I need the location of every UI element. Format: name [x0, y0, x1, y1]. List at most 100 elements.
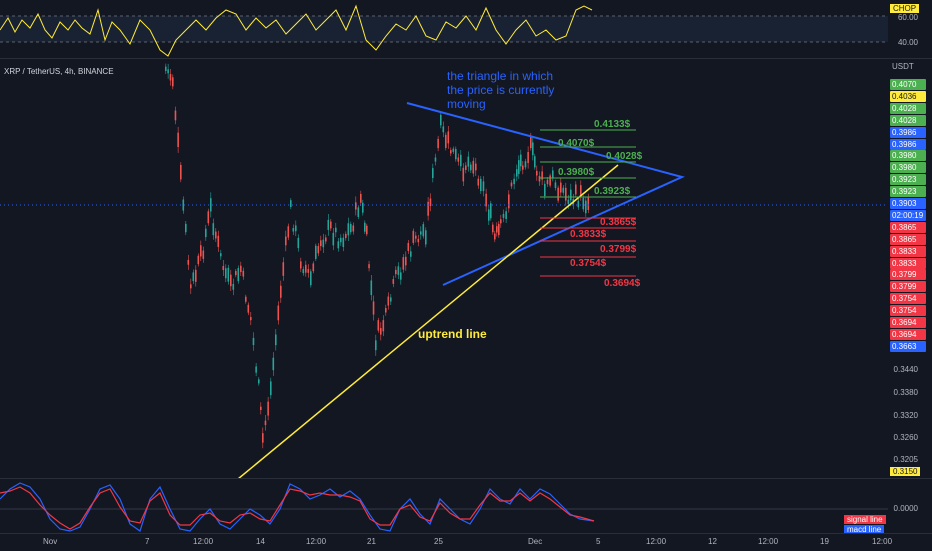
- candle-body: [532, 142, 534, 156]
- candle-body: [364, 222, 366, 232]
- candle-body: [580, 185, 582, 196]
- candle-body: [425, 230, 427, 245]
- candle-body: [538, 175, 541, 182]
- candle-body: [437, 138, 439, 149]
- candle-body: [169, 74, 172, 81]
- price-tag: 0.3833: [890, 257, 926, 269]
- oscillator-axis[interactable]: 0.0000 signal line macd line: [844, 478, 932, 534]
- candle-body: [457, 157, 460, 162]
- x-tick-6: 21: [367, 537, 376, 546]
- x-tick-7: 25: [434, 537, 443, 546]
- chop-badge: CHOP: [890, 4, 920, 13]
- x-tick-2: 7: [145, 537, 150, 546]
- triangle-pattern: [406, 102, 685, 286]
- candle-body: [415, 235, 417, 239]
- candle-body: [225, 268, 227, 279]
- price-tag: 0.4028: [890, 102, 926, 114]
- candle-body: [462, 167, 465, 182]
- candle-body: [372, 301, 375, 315]
- candle-body: [402, 257, 405, 270]
- x-tick-14: 12:00: [872, 537, 893, 546]
- candle-body: [400, 272, 402, 280]
- x-tick-4: 14: [256, 537, 265, 546]
- candle-body: [187, 259, 190, 265]
- candle-body: [524, 161, 527, 168]
- candle-body: [307, 269, 310, 273]
- candle-body: [205, 228, 207, 238]
- candle-body: [185, 223, 187, 233]
- candle-body: [217, 235, 220, 247]
- price-tag: 0.3865: [890, 233, 926, 245]
- candle-body: [480, 178, 482, 191]
- price-tag: 0.3663: [890, 340, 926, 352]
- candle-body: [380, 328, 382, 335]
- price-tag: 0.3986: [890, 126, 926, 138]
- candle-body: [250, 317, 252, 321]
- price-pane[interactable]: XRP / TetherUS, 4h, BINANCE: [0, 58, 888, 480]
- chop-axis[interactable]: CHOP 60.00 40.00: [888, 0, 932, 58]
- annotation-line-3: moving: [447, 97, 486, 111]
- candle-body: [382, 320, 385, 332]
- candle-body: [470, 164, 472, 171]
- price-tag: 0.3923: [890, 186, 926, 198]
- candle-body: [516, 169, 518, 177]
- price-tag: 0.3694: [890, 317, 926, 328]
- chop-pane[interactable]: [0, 0, 888, 58]
- candle-body: [282, 262, 285, 276]
- price-tag: 0.3903: [890, 198, 926, 209]
- candle-body: [272, 357, 275, 371]
- price-tag: 0.3694: [890, 328, 926, 340]
- candle-body: [485, 193, 487, 207]
- candle-body: [340, 237, 342, 243]
- price-axis[interactable]: USDT 0.4070 0.4036 0.4028 0.4028 0.3986 0.398…: [888, 58, 932, 479]
- candle-body: [362, 202, 364, 213]
- candle-body: [544, 183, 546, 197]
- candle-body: [567, 199, 570, 204]
- candle-body: [195, 269, 197, 282]
- uptrend-line: [237, 164, 619, 480]
- x-tick-5: 12:00: [306, 537, 327, 546]
- candle-body: [546, 179, 549, 185]
- time-axis[interactable]: Nov 7 12:00 14 12:00 21 25 Dec 5 12:00 1…: [0, 533, 932, 551]
- chop-plot: [0, 4, 888, 57]
- candlestick-series: [165, 63, 590, 449]
- chop-level-60: 60.00: [897, 13, 918, 22]
- candle-body: [577, 200, 580, 208]
- candle-body: [280, 285, 282, 298]
- candle-body: [570, 189, 572, 201]
- candle-body: [385, 308, 387, 313]
- oscillator-pane[interactable]: [0, 478, 888, 534]
- candle-body: [505, 211, 507, 220]
- signal-line-legend: signal line: [844, 515, 886, 524]
- candle-body: [345, 233, 347, 239]
- x-tick-3: 12:00: [193, 537, 214, 546]
- candle-body: [387, 296, 390, 306]
- candle-body: [552, 170, 554, 178]
- candle-body: [554, 182, 557, 188]
- candle-body: [330, 221, 332, 229]
- candle-body: [260, 406, 262, 411]
- candle-body: [182, 199, 185, 211]
- candle-body: [370, 280, 373, 296]
- candle-body: [197, 255, 200, 265]
- candle-body: [562, 187, 565, 193]
- level-label-green-2: 0.4070$: [558, 138, 595, 149]
- candle-body: [575, 184, 577, 195]
- candle-body: [342, 237, 345, 248]
- candle-body: [255, 366, 257, 373]
- price-tag: 0.3799: [890, 269, 926, 281]
- candle-body: [536, 170, 538, 176]
- oscillator-plot: [0, 482, 888, 532]
- candle-body: [355, 202, 357, 210]
- candle-body: [520, 154, 522, 167]
- red-level-lines: [540, 217, 636, 277]
- candle-body: [475, 163, 477, 171]
- level-label-red-1: 0.3865$: [600, 217, 637, 228]
- candle-body: [337, 241, 340, 249]
- candle-body: [502, 213, 505, 218]
- candle-body: [366, 225, 368, 235]
- candle-body: [322, 239, 325, 248]
- candle-body: [447, 131, 450, 144]
- candle-body: [220, 253, 222, 257]
